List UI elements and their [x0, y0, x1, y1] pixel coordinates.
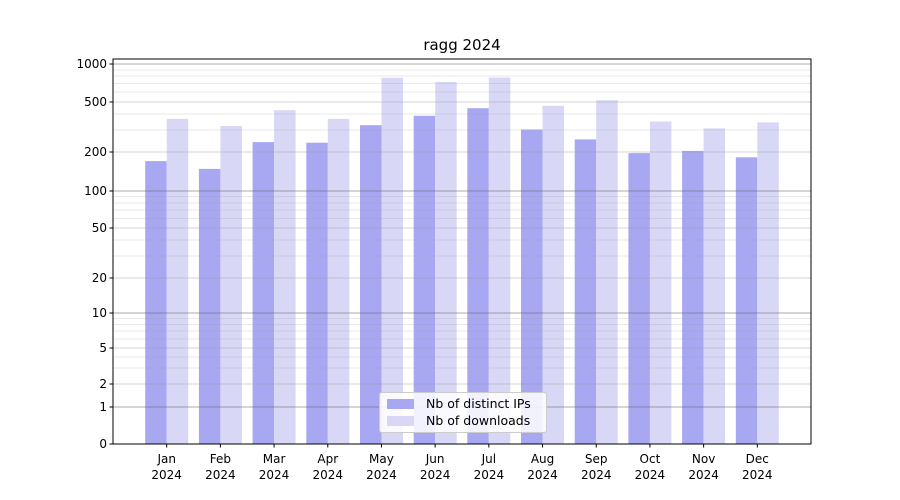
x-tick-label-jun: Jun 2024 [399, 451, 471, 483]
x-tick-label-feb: Feb 2024 [184, 451, 256, 483]
x-tick-year: 2024 [419, 468, 451, 482]
bar-distinct-ips-may [360, 125, 382, 444]
x-tick-month: Jan [157, 452, 176, 466]
x-tick-label-apr: Apr 2024 [292, 451, 364, 483]
bar-downloads-nov [703, 128, 726, 444]
y-tick-label: 1000 [76, 56, 107, 71]
y-tick-label: 1 [99, 399, 107, 414]
x-tick-year: 2024 [151, 468, 182, 482]
bar-downloads-sep [596, 100, 618, 444]
x-tick-month: Aug [530, 452, 555, 466]
bar-downloads-jun [435, 81, 457, 445]
y-tick-label: 5 [99, 340, 107, 355]
bar-downloads-jan [166, 118, 189, 445]
x-tick-month: May [369, 452, 394, 466]
x-tick-label-oct: Oct 2024 [614, 451, 686, 483]
legend-item-distinct-ips: Nb of distinct IPs [387, 397, 542, 411]
y-tick-label: 100 [84, 183, 107, 198]
chart-title: ragg 2024 [423, 36, 501, 54]
legend-swatch-downloads [387, 415, 414, 426]
bar-distinct-ips-sep [574, 139, 597, 444]
y-tick-label: 10 [91, 305, 107, 320]
x-tick-month: Dec [745, 452, 769, 466]
bar-downloads-apr [327, 118, 350, 445]
legend: Nb of distinct IPs Nb of downloads [379, 392, 547, 433]
y-tick-label: 500 [84, 94, 107, 109]
x-tick-label-nov: Nov 2024 [668, 451, 740, 483]
y-tick-label: 2 [99, 376, 107, 391]
x-tick-month: Oct [639, 452, 661, 466]
x-tick-label-jan: Jan 2024 [131, 451, 203, 483]
x-tick-label-sep: Sep 2024 [560, 451, 632, 483]
bar-downloads-feb [220, 126, 242, 444]
x-tick-month: Nov [691, 452, 716, 466]
bar-distinct-ips-aug [521, 129, 543, 444]
y-tick-label: 50 [91, 220, 107, 235]
bar-distinct-ips-nov [682, 150, 704, 444]
bar-downloads-mar [274, 110, 296, 444]
x-tick-year: 2024 [742, 468, 773, 482]
x-tick-month: Apr [317, 452, 339, 466]
bar-distinct-ips-jan [145, 161, 167, 444]
x-tick-month: Jun [425, 452, 445, 466]
x-tick-year: 2024 [473, 468, 505, 482]
x-tick-year: 2024 [366, 468, 397, 482]
bar-distinct-ips-oct [628, 153, 650, 444]
x-tick-label-mar: Mar 2024 [238, 451, 310, 483]
x-tick-label-dec: Dec 2024 [721, 451, 793, 483]
bar-downloads-dec [757, 122, 779, 445]
bar-downloads-jul [488, 77, 511, 444]
x-tick-year: 2024 [688, 468, 719, 482]
x-tick-year: 2024 [580, 468, 612, 482]
legend-label-downloads: Nb of downloads [426, 412, 531, 428]
x-tick-month: Mar [262, 452, 286, 466]
plot-border [112, 58, 812, 445]
y-tick-label: 200 [84, 144, 107, 159]
bar-distinct-ips-apr [306, 142, 328, 444]
bar-downloads-may [381, 77, 403, 445]
bar-distinct-ips-dec [735, 157, 758, 445]
bar-distinct-ips-jul [467, 108, 489, 444]
x-tick-label-jul: Jul 2024 [453, 451, 525, 483]
y-tick-label: 0 [99, 436, 107, 451]
bar-distinct-ips-mar [252, 142, 275, 444]
x-tick-year: 2024 [258, 468, 290, 482]
bar-downloads-aug [542, 105, 564, 445]
legend-label-distinct-ips: Nb of distinct IPs [426, 396, 531, 412]
legend-item-downloads: Nb of downloads [387, 412, 542, 428]
x-tick-year: 2024 [205, 468, 236, 482]
x-tick-year: 2024 [527, 468, 558, 482]
legend-swatch-distinct-ips [387, 399, 414, 410]
x-tick-month: Feb [209, 452, 231, 466]
x-tick-label-may: May 2024 [345, 451, 417, 483]
x-tick-label-aug: Aug 2024 [507, 451, 579, 483]
bar-downloads-oct [649, 121, 672, 444]
bar-distinct-ips-feb [198, 168, 221, 444]
x-tick-year: 2024 [634, 468, 666, 482]
x-tick-year: 2024 [312, 468, 344, 482]
y-tick-label: 20 [91, 270, 107, 285]
bar-distinct-ips-jun [413, 115, 436, 445]
x-tick-month: Sep [584, 452, 608, 466]
x-tick-month: Jul [481, 452, 497, 466]
